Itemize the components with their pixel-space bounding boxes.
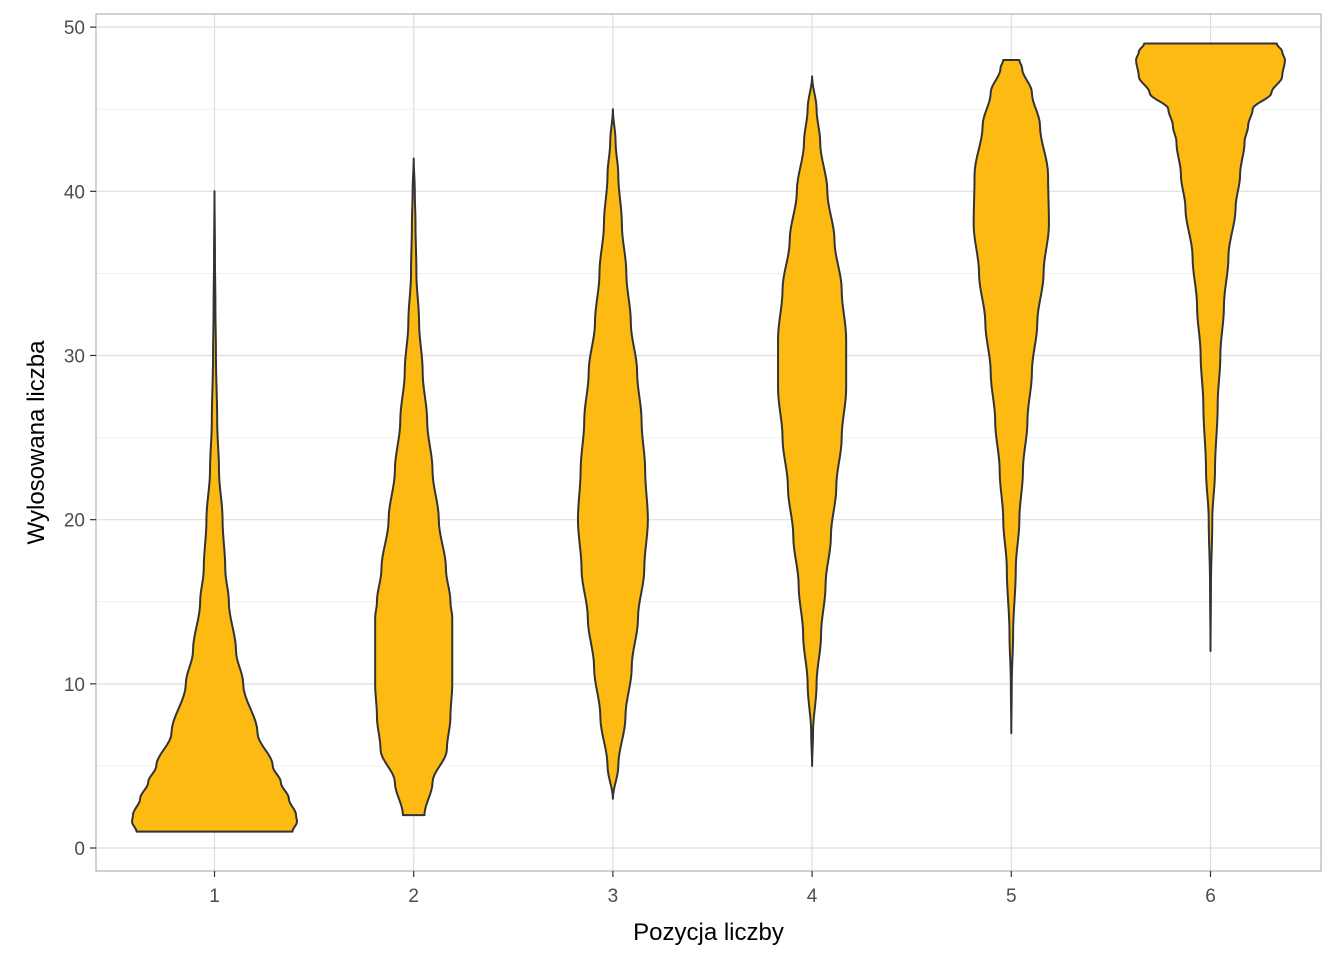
x-tick-label: 5 [1006,886,1017,907]
violin-6 [1135,42,1286,652]
panel-border [95,13,1322,872]
y-tick-label: 50 [64,18,85,39]
x-axis-title: Pozycja liczby [633,919,784,946]
x-axis-ticks: 1 2 3 4 5 6 [209,871,1216,907]
violin-2 [374,157,454,817]
violin-3 [576,108,649,800]
violin-4 [777,75,848,767]
panel-background [96,14,1321,871]
y-axis-ticks: 0 10 20 30 40 50 [64,18,96,860]
violin-5 [972,58,1050,735]
x-tick-label: 6 [1205,886,1216,907]
x-tick-label: 4 [807,886,818,907]
x-tick-label: 1 [209,886,220,907]
violin-1 [131,190,298,833]
y-tick-label: 20 [64,511,85,532]
y-tick-label: 40 [64,182,85,203]
y-axis-title: Wylosowana liczba [23,340,50,545]
x-tick-label: 2 [408,886,419,907]
x-tick-label: 3 [608,886,619,907]
violins [131,42,1286,833]
y-tick-label: 0 [74,839,85,860]
plot-panel [96,14,1321,871]
y-tick-label: 10 [64,675,85,696]
y-tick-label: 30 [64,346,85,367]
